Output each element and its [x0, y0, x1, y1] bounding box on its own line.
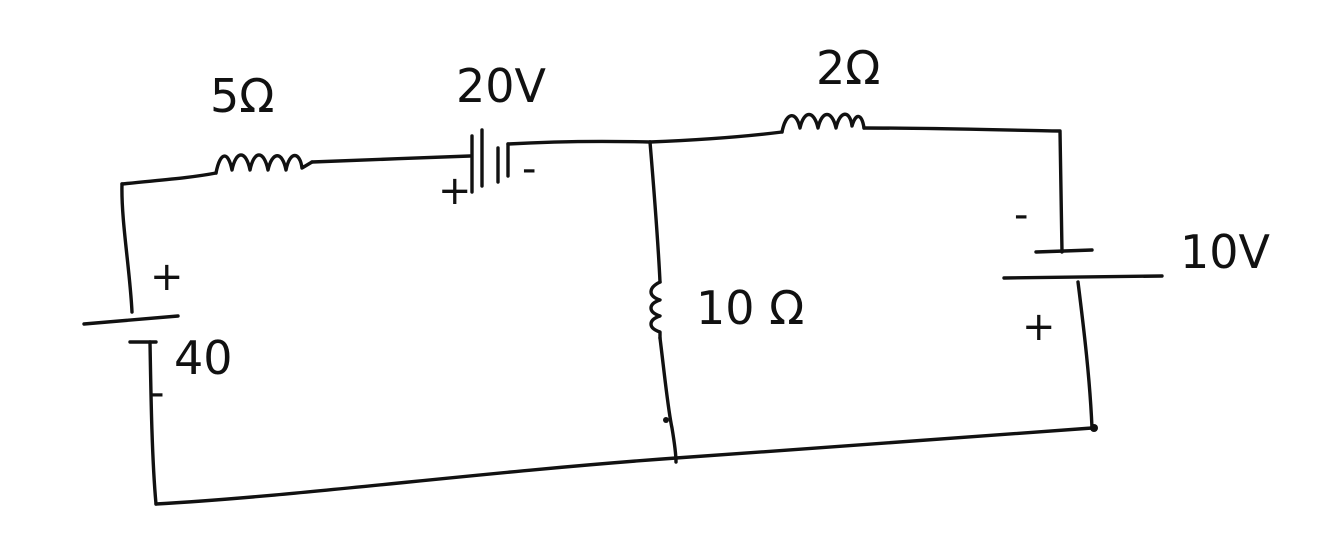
source-40-long-plate — [82, 314, 180, 326]
source-20v-label: 20V — [456, 59, 547, 113]
source-40-minus-sign: - — [150, 370, 164, 416]
source-10v-minus-sign: - — [1014, 192, 1028, 238]
wire-top-mid-left — [310, 154, 472, 164]
junction-dot — [663, 417, 669, 423]
wire-top-mid-right — [506, 139, 652, 146]
source-40-label: 40 — [174, 331, 233, 385]
source-20v-minus-sign: - — [522, 146, 536, 192]
source-10v-long-plate — [1002, 274, 1164, 280]
wire-middle-upper — [648, 140, 662, 284]
wire-right-lower — [1076, 280, 1094, 430]
wire-left-upper — [120, 182, 134, 314]
wire-bottom — [154, 426, 1094, 506]
source-20v-plus-sign: + — [438, 168, 472, 214]
wire-top-to-2ohm — [648, 130, 784, 144]
source-10v-label: 10V — [1180, 225, 1271, 279]
resistor-10ohm — [649, 280, 662, 340]
wire-top-left — [120, 171, 218, 186]
resistor-5ohm — [214, 153, 314, 175]
source-10v-plus-sign: + — [1022, 304, 1056, 350]
resistor-2ohm-label: 2Ω — [816, 41, 880, 95]
resistor-10ohm-label: 10 Ω — [696, 281, 804, 335]
resistor-5ohm-label: 5Ω — [210, 69, 274, 123]
wire-left-lower — [148, 340, 158, 506]
source-10v-short-plate — [1034, 248, 1094, 254]
source-40-plus-sign: + — [150, 254, 184, 300]
wire-top-right — [862, 126, 1064, 254]
junction-dot — [1090, 424, 1098, 432]
wire-middle-lower — [658, 336, 678, 464]
resistor-2ohm — [780, 112, 866, 134]
